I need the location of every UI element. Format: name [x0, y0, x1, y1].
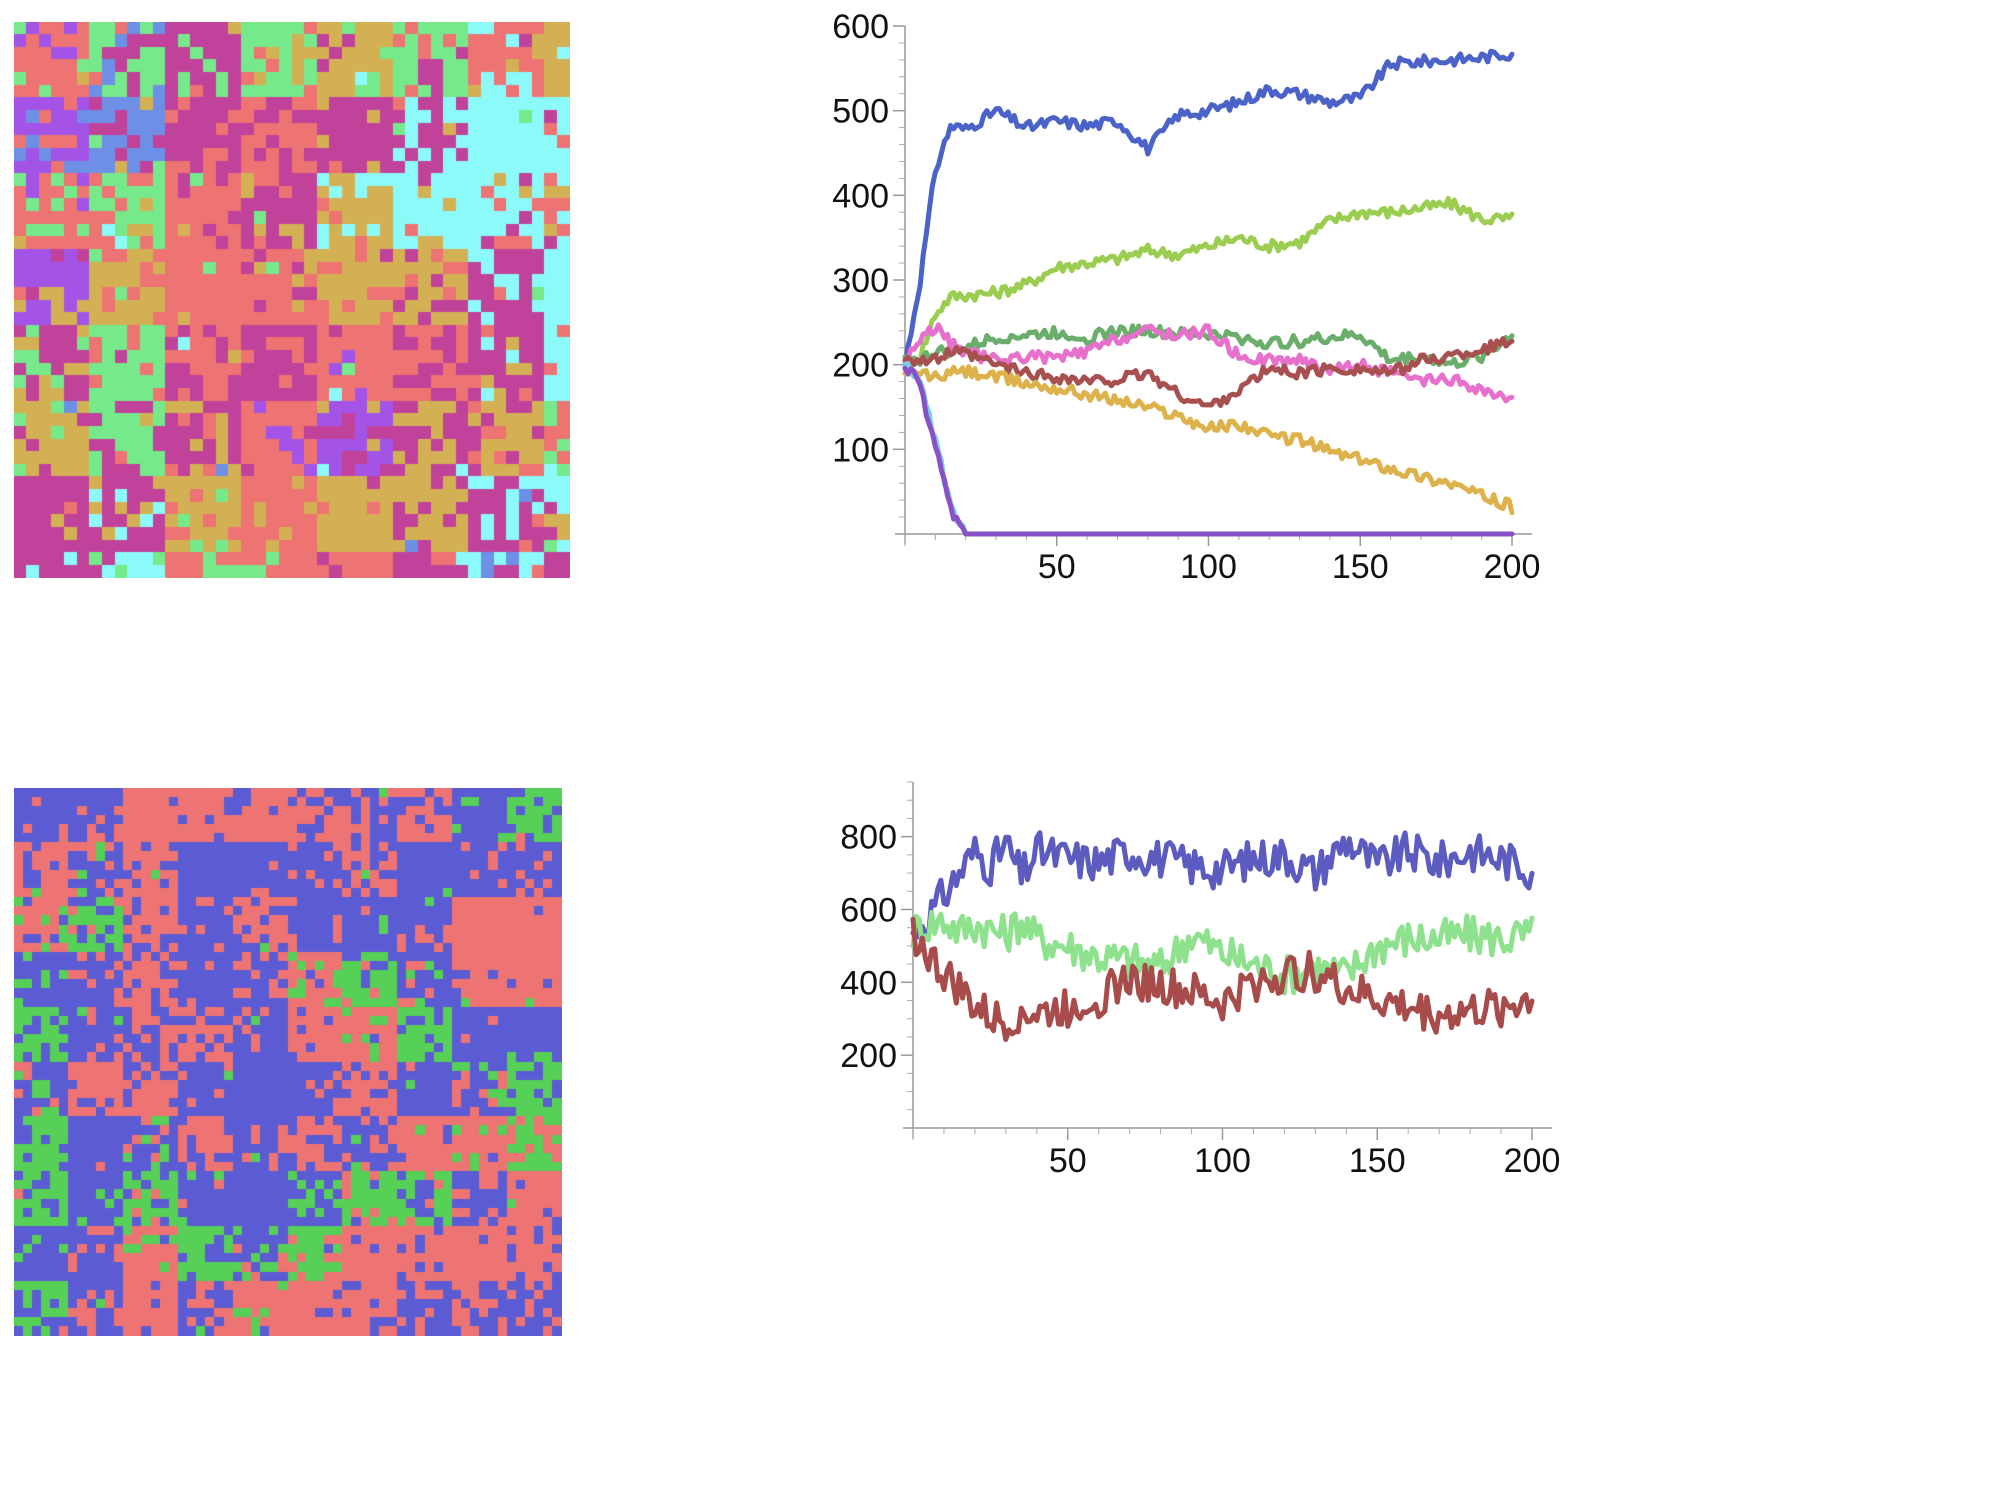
y-tick-label: 500	[832, 93, 889, 131]
y-tick-label: 300	[832, 262, 889, 300]
series-line-2	[902, 323, 1515, 369]
series-line-4	[902, 336, 1515, 408]
series-line-0	[910, 830, 1535, 940]
y-tick-label: 400	[832, 177, 889, 215]
series-line-5	[902, 364, 1515, 516]
y-tick-label: 600	[832, 8, 889, 46]
top-heatmap-grid	[14, 22, 570, 578]
bottom-line-chart: 50 100 150 200 200 400 600 800	[840, 781, 1561, 1180]
series-line-2	[910, 916, 1535, 1042]
y-tick-label: 100	[832, 431, 889, 469]
series-line-6	[902, 361, 1515, 537]
x-tick-label: 50	[1038, 548, 1076, 586]
y-tick-label: 200	[840, 1037, 897, 1075]
y-tick-label: 400	[840, 964, 897, 1002]
series-line-1	[902, 195, 1515, 372]
series-line-1	[910, 910, 1535, 996]
series-line-7	[902, 365, 1515, 537]
x-tick-label: 50	[1049, 1142, 1087, 1180]
series-line-3	[902, 322, 1515, 404]
x-tick-label: 100	[1180, 548, 1237, 586]
x-tick-label: 200	[1484, 548, 1541, 586]
y-tick-label: 600	[840, 891, 897, 929]
x-tick-label: 200	[1504, 1142, 1561, 1180]
top-line-chart: 50 100 150 200 100 200 300 400 500 600	[832, 8, 1541, 586]
series-line-0	[902, 48, 1515, 368]
y-tick-label: 800	[840, 819, 897, 857]
x-tick-label: 100	[1194, 1142, 1251, 1180]
x-tick-label: 150	[1332, 548, 1389, 586]
y-tick-label: 200	[832, 347, 889, 385]
bottom-heatmap-grid	[14, 788, 562, 1336]
x-tick-label: 150	[1349, 1142, 1406, 1180]
